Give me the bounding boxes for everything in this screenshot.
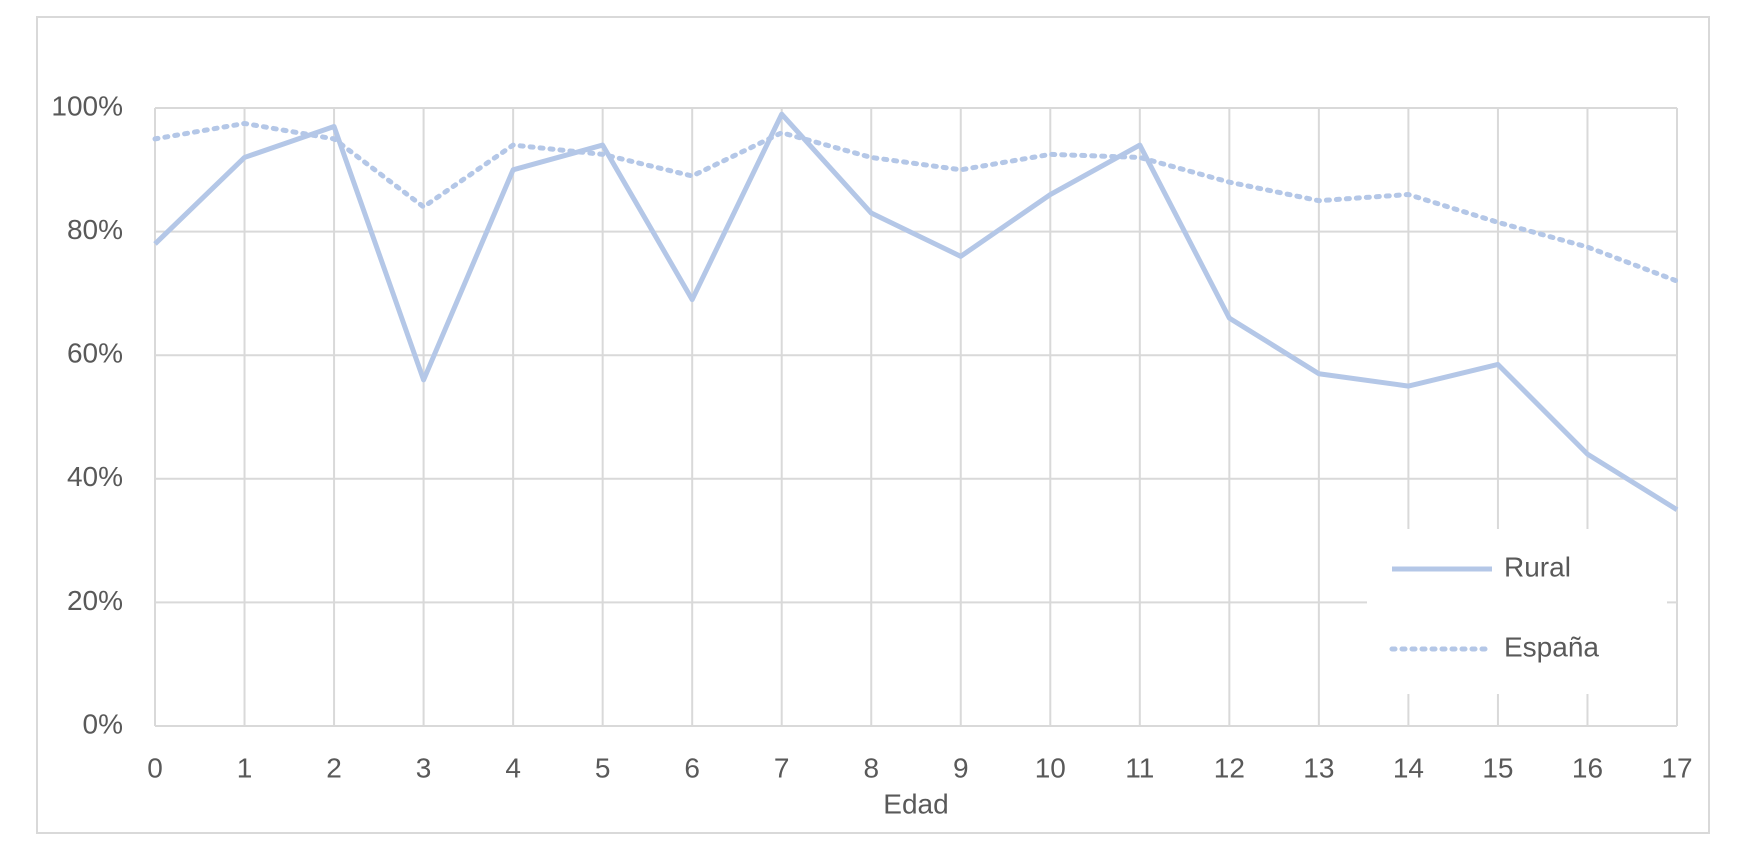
y-tick-label: 60% (67, 338, 123, 369)
x-tick-label: 3 (416, 752, 432, 783)
x-tick-label: 5 (595, 752, 611, 783)
y-tick-label: 80% (67, 214, 123, 245)
legend-label: España (1504, 631, 1599, 662)
y-tick-label: 0% (83, 708, 123, 739)
x-tick-label: 10 (1035, 752, 1066, 783)
y-tick-label: 100% (51, 90, 123, 121)
series-line (153, 111, 1679, 512)
x-tick-label: 14 (1393, 752, 1424, 783)
y-tick-label: 20% (67, 585, 123, 616)
x-axis-label: Edad (883, 788, 948, 819)
series-line (152, 120, 1680, 284)
x-tick-label: 1 (237, 752, 253, 783)
legend-box (1367, 529, 1667, 694)
x-tick-label: 13 (1303, 752, 1334, 783)
x-tick-label: 11 (1125, 752, 1154, 783)
x-tick-label: 4 (505, 752, 521, 783)
x-tick-label: 9 (953, 752, 969, 783)
x-tick-label: 6 (684, 752, 700, 783)
x-tick-label: 8 (863, 752, 879, 783)
x-tick-label: 15 (1482, 752, 1513, 783)
x-tick-label: 17 (1661, 752, 1692, 783)
y-tick-label: 40% (67, 461, 123, 492)
x-tick-label: 2 (326, 752, 342, 783)
legend-label: Rural (1504, 551, 1571, 582)
chart-border (36, 16, 1710, 834)
x-tick-label: 0 (147, 752, 163, 783)
x-tick-label: 7 (774, 752, 790, 783)
x-tick-label: 12 (1214, 752, 1245, 783)
x-tick-label: 16 (1572, 752, 1603, 783)
